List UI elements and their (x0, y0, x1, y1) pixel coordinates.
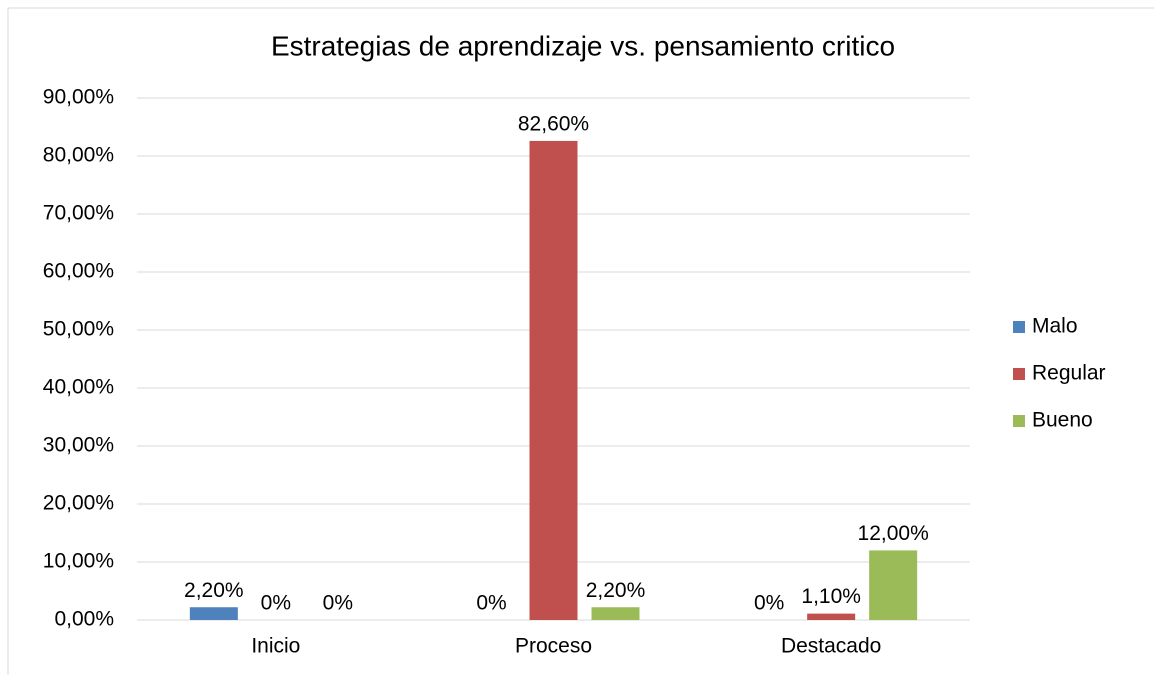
bar (529, 140, 578, 621)
legend-label: Regular (1032, 362, 1106, 385)
y-tick-label: 70,00% (43, 202, 114, 225)
y-tick-label: 20,00% (43, 492, 114, 515)
bar (807, 613, 856, 620)
y-tick-label: 40,00% (43, 376, 114, 399)
chart-frame (7, 7, 1154, 675)
legend-label: Malo (1032, 315, 1078, 338)
data-label: 0% (261, 592, 291, 615)
legend-swatch (1013, 415, 1025, 427)
x-tick-label: Destacado (781, 635, 881, 658)
data-label: 2,20% (184, 579, 244, 602)
y-tick-label: 80,00% (43, 144, 114, 167)
y-tick-label: 50,00% (43, 318, 114, 341)
data-label: 12,00% (858, 522, 929, 545)
bar (591, 607, 640, 620)
x-tick-label: Proceso (515, 635, 592, 658)
x-tick-label: Inicio (251, 635, 300, 658)
legend-swatch (1013, 321, 1025, 333)
y-tick-label: 60,00% (43, 260, 114, 283)
bar (869, 550, 918, 620)
data-label: 0% (476, 592, 506, 615)
bar (189, 607, 238, 620)
data-label: 1,10% (801, 585, 861, 608)
y-tick-label: 30,00% (43, 434, 114, 457)
y-tick-label: 10,00% (43, 550, 114, 573)
data-label: 0% (323, 592, 353, 615)
legend-swatch (1013, 368, 1025, 380)
data-label: 2,20% (586, 579, 646, 602)
y-tick-label: 90,00% (43, 86, 114, 109)
y-tick-label: 0,00% (54, 608, 114, 631)
legend-label: Bueno (1032, 409, 1093, 432)
data-label: 82,60% (518, 112, 589, 135)
chart-title: Estrategias de aprendizaje vs. pensamien… (271, 30, 895, 61)
data-label: 0% (754, 592, 784, 615)
